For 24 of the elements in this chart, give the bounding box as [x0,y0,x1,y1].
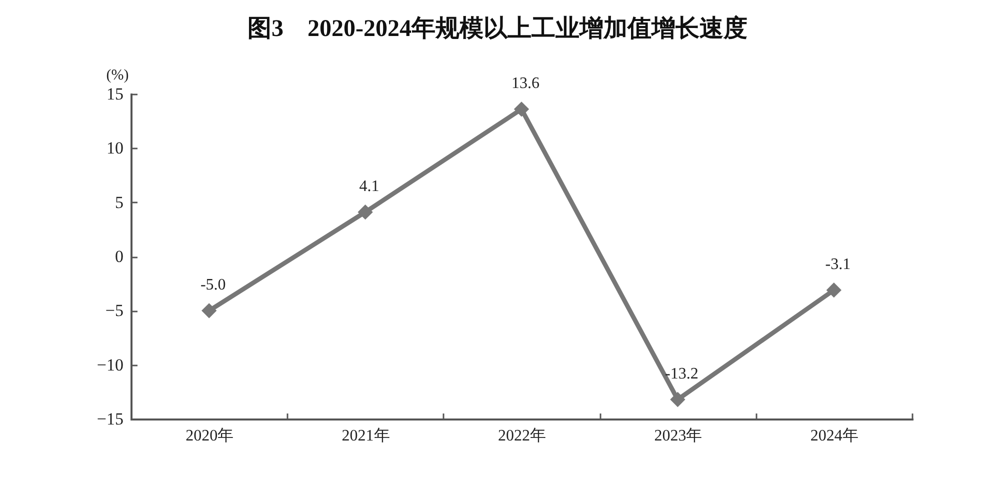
point [670,392,686,408]
y-tick-label: −10 [96,355,124,374]
x-tick-label: 2020年 [186,428,234,444]
x-tick-label: 2021年 [342,428,390,444]
x-tick-label: 2024年 [810,428,858,444]
data-label: -5.0 [200,276,226,294]
data-label: -13.2 [665,366,698,382]
x-tick-label: 2022年 [498,428,546,444]
x-tick-label: 2023年 [654,428,702,444]
y-tick-label: 15 [106,84,124,104]
point [202,303,217,318]
y-tick-label: 10 [106,138,124,158]
y-tick-label: 5 [115,192,124,212]
y-tick-label: −5 [105,301,124,320]
y-tick-label: −15 [96,410,124,428]
data-label: 13.6 [512,75,540,92]
point [514,102,530,117]
point [358,204,373,220]
y-axis-title: (%) [106,68,129,84]
chart-title: 图3 2020-2024年规模以上工业增加值增长速度 [248,15,748,42]
y-tick-label: 0 [115,247,124,266]
data-label: -3.1 [825,256,851,274]
point [826,282,842,298]
data-label: 4.1 [359,178,380,196]
